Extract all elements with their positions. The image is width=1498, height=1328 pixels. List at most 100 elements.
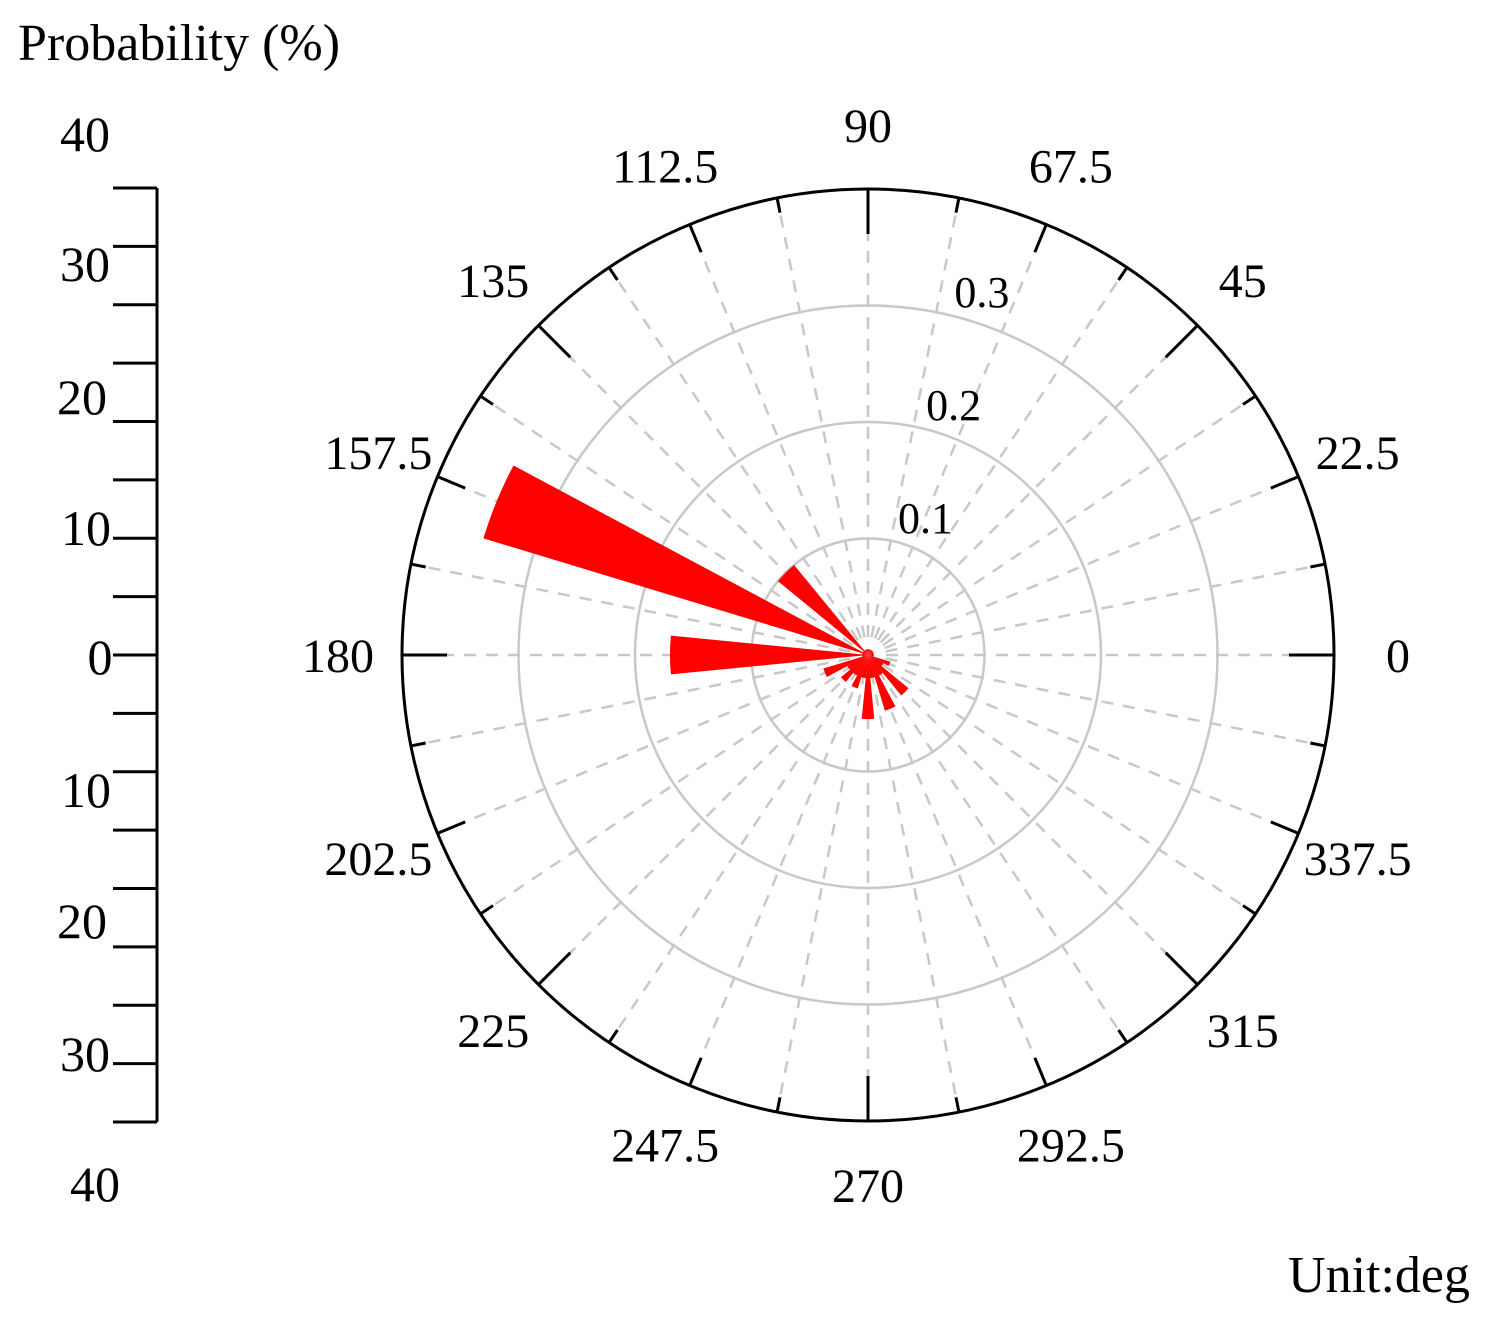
rose-bar xyxy=(868,655,884,667)
rose-bar xyxy=(862,651,868,655)
frame-tick xyxy=(954,1097,961,1113)
rose-bar xyxy=(483,465,868,655)
scale-label: 0 xyxy=(88,629,113,685)
rose-bar xyxy=(868,655,891,666)
grid-spoke xyxy=(436,660,852,835)
frame-tick xyxy=(607,1029,619,1044)
direction-label: 22.5 xyxy=(1316,427,1400,480)
grid-spoke xyxy=(870,672,961,1113)
direction-label: 247.5 xyxy=(611,1120,719,1173)
rose-bar xyxy=(823,655,868,677)
scale-label: 30 xyxy=(60,1026,110,1082)
frame-tick xyxy=(1242,904,1257,916)
direction-label: 270 xyxy=(832,1160,904,1213)
direction-label: 315 xyxy=(1207,1005,1279,1058)
grid-ring xyxy=(633,420,1103,890)
grid-spoke xyxy=(876,266,1128,641)
radial-tick-label: 0.3 xyxy=(954,268,1009,317)
rose-bar xyxy=(865,649,868,655)
direction-label: 0 xyxy=(1386,630,1410,683)
unit-label: Unit:deg xyxy=(1288,1247,1470,1304)
grid-spoke xyxy=(884,475,1300,650)
direction-label: 112.5 xyxy=(612,140,718,193)
direction-label: 90 xyxy=(844,100,892,153)
grid-spoke xyxy=(879,666,1199,986)
frame-tick xyxy=(607,266,619,281)
rose-bar xyxy=(864,649,868,655)
grid-spoke xyxy=(688,671,863,1087)
grid-spoke xyxy=(885,562,1326,653)
grid-spoke xyxy=(873,223,1048,639)
scale-label: 20 xyxy=(57,369,107,425)
frame-tick xyxy=(537,951,572,986)
direction-label: 67.5 xyxy=(1029,140,1113,193)
direction-labels: 0 22.5 45 67.5 90 112.5 135 157.5 180 202.5 225 247… xyxy=(302,100,1412,1213)
frame-tick xyxy=(1033,223,1048,253)
rose-bar xyxy=(840,655,868,683)
direction-label: 337.5 xyxy=(1304,833,1412,886)
polar-bars xyxy=(483,465,909,720)
direction-label: 157.5 xyxy=(324,427,432,480)
grid-spoke xyxy=(775,197,866,638)
grid-ring xyxy=(517,304,1219,1006)
rose-bar xyxy=(868,655,909,696)
radial-tick-label: 0.1 xyxy=(898,494,953,543)
direction-label: 180 xyxy=(302,630,374,683)
scale-label: 30 xyxy=(60,236,110,292)
frame-tick xyxy=(479,904,494,916)
rose-bar xyxy=(868,649,870,655)
grid-spoke xyxy=(876,669,1128,1044)
grid-spoke xyxy=(479,663,854,915)
frame-tick xyxy=(954,197,961,213)
grid-spoke xyxy=(608,669,860,1044)
rose-bar xyxy=(777,564,868,655)
grid-spoke xyxy=(884,660,1300,835)
rose-bar xyxy=(669,635,868,675)
frame-tick xyxy=(1164,951,1199,986)
rose-bar xyxy=(868,655,874,657)
rose-bar xyxy=(866,649,868,655)
rose-bar xyxy=(868,654,874,656)
rose-bar xyxy=(853,655,868,676)
grid-spoke xyxy=(885,657,1326,748)
frame-tick xyxy=(1242,394,1257,406)
scale-label: 20 xyxy=(57,893,107,949)
grid-spoke xyxy=(882,663,1257,915)
rose-bar xyxy=(868,651,874,655)
frame-tick xyxy=(1270,820,1300,835)
rose-bar xyxy=(868,649,872,655)
frame-tick xyxy=(1117,266,1129,281)
rose-bar xyxy=(868,653,874,655)
frame-tick xyxy=(688,223,703,253)
frame-tick xyxy=(436,475,466,490)
rose-bar xyxy=(862,655,868,657)
scale-bar: 40 30 20 10 0 10 20 30 40 xyxy=(57,106,159,1212)
direction-label: 292.5 xyxy=(1017,1120,1125,1173)
rose-bar xyxy=(868,649,871,655)
frame-tick xyxy=(1117,1029,1129,1044)
rose-bar xyxy=(867,649,869,655)
grid-spoke xyxy=(410,562,851,653)
scale-label: 10 xyxy=(61,500,111,556)
chart-title: Probability (%) xyxy=(18,15,340,72)
rose-bar xyxy=(868,655,875,679)
direction-label: 135 xyxy=(457,255,529,308)
polar-frame xyxy=(400,187,1336,1123)
grid-spoke xyxy=(873,671,1048,1087)
rose-bar xyxy=(862,653,868,655)
frame-tick xyxy=(775,1097,782,1113)
rose-bar xyxy=(851,655,868,689)
rose-bar xyxy=(868,652,874,655)
scale-label: 40 xyxy=(60,106,110,162)
frame-tick xyxy=(1033,1057,1048,1087)
frame-tick xyxy=(537,324,572,359)
frame-tick xyxy=(479,394,494,406)
radial-labels: 0.1 0.2 0.3 xyxy=(898,268,1009,543)
frame-tick xyxy=(688,1057,703,1087)
direction-label: 225 xyxy=(457,1005,529,1058)
grid-spoke xyxy=(882,395,1257,647)
frame-tick xyxy=(1310,741,1326,748)
rose-bar xyxy=(868,655,883,676)
rose-bar xyxy=(847,655,868,670)
